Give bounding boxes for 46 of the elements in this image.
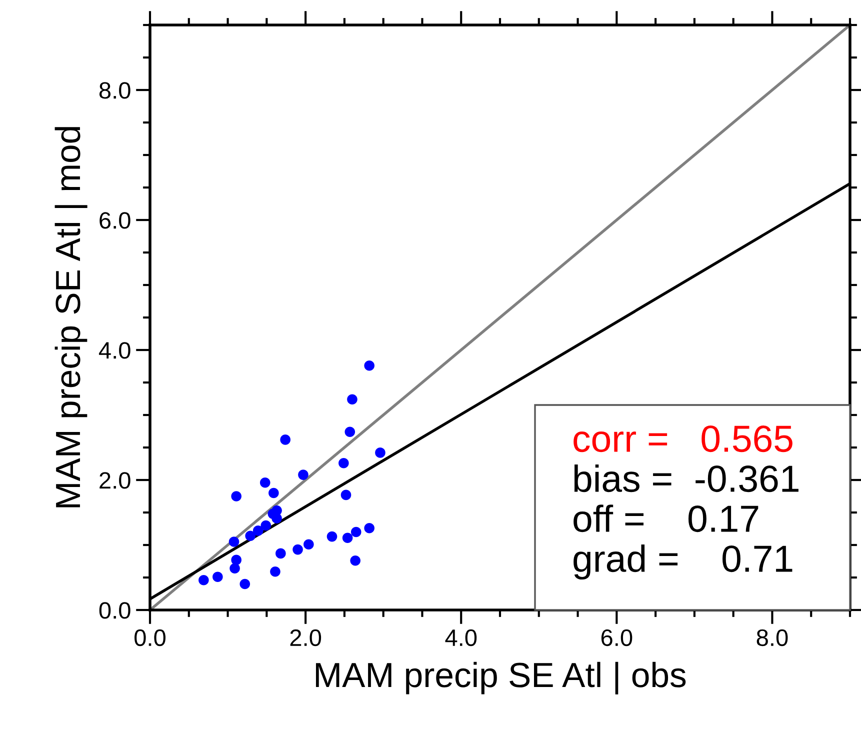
y-tick-label: 6.0 xyxy=(100,212,130,229)
x-tick-label: 0.0 xyxy=(134,629,166,646)
point xyxy=(230,563,240,574)
x-tick-label: 6.0 xyxy=(601,629,632,646)
annotation: off = 0.17 xyxy=(574,504,758,532)
y-tick-label: 0.0 xyxy=(99,602,130,619)
point xyxy=(245,530,256,542)
x-axis-title: MAM precip SE Atl | obs xyxy=(316,662,686,694)
point xyxy=(198,574,209,586)
y-tick-label: 4.0 xyxy=(98,342,130,359)
y-axis-title: MAM precip SE Atl | mod xyxy=(54,127,88,508)
point xyxy=(347,394,358,405)
x-tick-label: 4.0 xyxy=(445,629,477,646)
point xyxy=(240,578,250,590)
point xyxy=(231,554,242,566)
point xyxy=(304,539,314,550)
point xyxy=(231,491,242,502)
point xyxy=(298,470,308,480)
point xyxy=(344,426,356,438)
x-tick-label: 8.0 xyxy=(756,629,788,646)
annotation: grad = 0.71 xyxy=(574,544,792,580)
point xyxy=(338,458,349,468)
y-tick-label: 8.0 xyxy=(99,82,130,99)
point xyxy=(350,526,362,538)
point xyxy=(260,520,272,531)
point xyxy=(364,360,374,371)
point xyxy=(212,572,223,582)
point xyxy=(268,488,279,498)
annotation: corr = 0.565 xyxy=(574,426,792,452)
point xyxy=(342,532,353,543)
point xyxy=(276,548,286,559)
annotation: bias = -0.361 xyxy=(574,464,798,492)
point xyxy=(326,531,338,542)
point xyxy=(260,477,270,488)
point xyxy=(292,544,303,555)
point xyxy=(340,490,352,500)
point xyxy=(375,448,386,458)
point xyxy=(350,555,360,566)
point xyxy=(228,536,240,547)
x-tick-label: 2.0 xyxy=(290,629,322,646)
point xyxy=(270,566,280,577)
y-tick-label: 2.0 xyxy=(100,472,130,489)
point xyxy=(252,526,264,536)
point xyxy=(364,522,374,534)
point xyxy=(280,434,290,445)
point xyxy=(272,513,282,524)
